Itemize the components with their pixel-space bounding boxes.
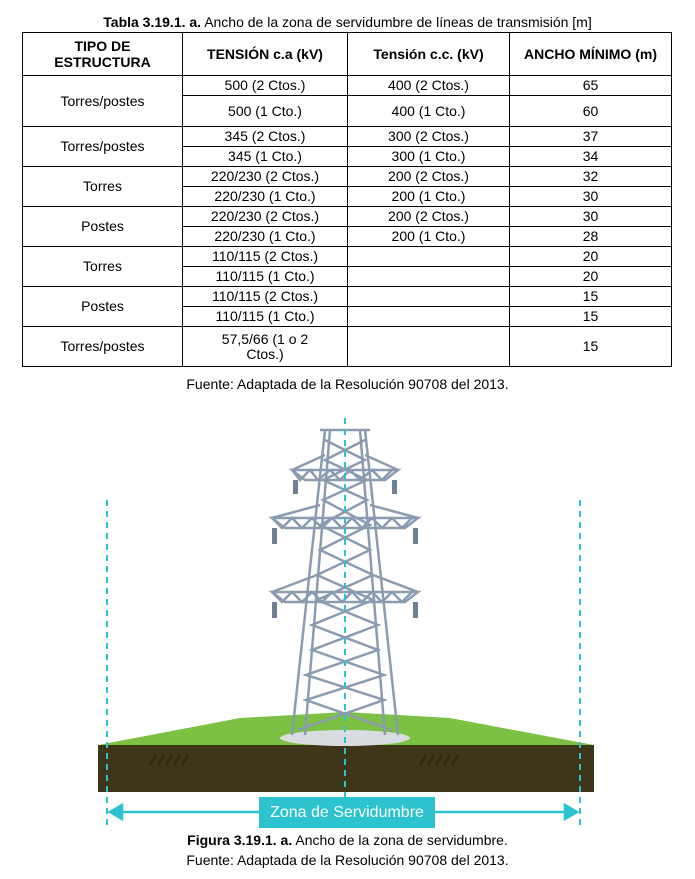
table-row: 345 (1 Cto.) 300 (1 Cto.) 34 xyxy=(23,146,672,167)
ac-voltage: 500 (1 Cto.) xyxy=(182,95,348,127)
table-row: Torres 220/230 (2 Ctos.) 200 (2 Ctos.) 32 xyxy=(22,166,672,207)
table-row: 110/115 (1 Cto.) 15 xyxy=(23,306,672,327)
ac-voltage: 500 (2 Ctos.) xyxy=(182,75,348,96)
dc-voltage: 200 (2 Ctos.) xyxy=(347,166,510,187)
table-row: Torres/postes 57,5/66 (1 o 2 Ctos.) 15 xyxy=(22,326,672,367)
dc-voltage xyxy=(347,286,510,307)
structure-type: Torres xyxy=(22,166,183,207)
structure-type: Postes xyxy=(22,206,183,247)
ac-voltage: 345 (1 Cto.) xyxy=(182,146,348,167)
structure-type: Torres xyxy=(22,246,183,287)
ac-voltage: 110/115 (2 Ctos.) xyxy=(182,286,348,307)
ac-voltage: 220/230 (1 Cto.) xyxy=(182,226,348,247)
structure-type: Postes xyxy=(22,286,183,327)
figure-source: Fuente: Adaptada de la Resolución 90708 … xyxy=(186,852,509,868)
table-source: Fuente: Adaptada de la Resolución 90708 … xyxy=(186,376,509,392)
zone-limits xyxy=(106,418,581,828)
zone-label-box xyxy=(259,797,435,828)
min-width: 32 xyxy=(509,166,672,187)
zone-label: Zona de Servidumbre xyxy=(270,804,424,821)
ac-voltage: 220/230 (2 Ctos.) xyxy=(182,206,348,227)
dc-voltage: 300 (2 Ctos.) xyxy=(347,126,510,147)
table-row: Torres/postes 500 (2 Ctos.) 400 (2 Ctos.) 6… xyxy=(22,75,672,127)
dc-voltage: 200 (1 Cto.) xyxy=(347,186,510,207)
dc-voltage: 200 (2 Ctos.) xyxy=(347,206,510,227)
dc-voltage xyxy=(347,266,510,287)
table-row: 110/115 (1 Cto.) 20 xyxy=(23,266,672,287)
header-cell: Tensión c.c. (kV) xyxy=(347,32,510,76)
dc-voltage xyxy=(347,326,510,367)
header-cell: ANCHO MÍNIMO (m) xyxy=(509,32,672,76)
min-width: 37 xyxy=(509,126,672,147)
table-row: Postes 220/230 (2 Ctos.) 200 (2 Ctos.) 30 xyxy=(22,206,672,247)
dc-voltage: 300 (1 Cto.) xyxy=(347,146,510,167)
ac-voltage: 57,5/66 (1 o 2 Ctos.) xyxy=(182,326,348,367)
ac-voltage: 220/230 (2 Ctos.) xyxy=(182,166,348,187)
caption-label: Tabla 3.19.1. a. xyxy=(103,14,202,30)
ac-voltage: 220/230 (1 Cto.) xyxy=(182,186,348,207)
min-width: 60 xyxy=(509,95,672,127)
table-body: Torres/postes 500 (2 Ctos.) 400 (2 Ctos.) 6… xyxy=(22,75,672,367)
tower xyxy=(268,428,422,736)
min-width: 65 xyxy=(509,75,672,96)
ac-voltage: 110/115 (1 Cto.) xyxy=(182,306,348,327)
min-width: 20 xyxy=(509,246,672,267)
min-width: 15 xyxy=(509,286,672,307)
structure-type: Torres/postes xyxy=(22,126,183,167)
min-width: 20 xyxy=(509,266,672,287)
table-row: 500 (1 Cto.) 400 (1 Cto.) 60 xyxy=(23,95,672,127)
caption-text: Ancho de la zona de servidumbre de línea… xyxy=(204,14,592,30)
ac-voltage: 110/115 (2 Ctos.) xyxy=(182,246,348,267)
min-width: 15 xyxy=(509,326,672,367)
table-row: Postes 110/115 (2 Ctos.) 15 xyxy=(22,286,672,327)
table-row: Torres/postes 345 (2 Ctos.) 300 (2 Ctos.) 3… xyxy=(22,126,672,167)
table-caption: Tabla 3.19.1. a. Ancho de la zona de ser… xyxy=(0,14,695,30)
header-cell: TENSIÓN c.a (kV) xyxy=(182,32,348,76)
table-row: Torres 110/115 (2 Ctos.) 20 xyxy=(22,246,672,287)
insulators xyxy=(272,480,418,618)
ac-voltage: 345 (2 Ctos.) xyxy=(182,126,348,147)
min-width: 34 xyxy=(509,146,672,167)
dc-voltage: 200 (1 Cto.) xyxy=(347,226,510,247)
figure: Zona de Servidumbre xyxy=(98,418,594,828)
dc-voltage xyxy=(347,246,510,267)
structure-type: Torres/postes xyxy=(22,75,183,127)
dc-voltage xyxy=(347,306,510,327)
ac-voltage: 110/115 (1 Cto.) xyxy=(182,266,348,287)
caption-label: Figura 3.19.1. a. xyxy=(187,832,293,848)
min-width: 30 xyxy=(509,186,672,207)
soil-hatch xyxy=(149,754,459,766)
min-width: 15 xyxy=(509,306,672,327)
min-width: 30 xyxy=(509,206,672,227)
header-row: TIPO DE ESTRUCTURA TENSIÓN c.a (kV) Tensió… xyxy=(22,32,672,76)
structure-type: Torres/postes xyxy=(22,326,183,367)
table: TIPO DE ESTRUCTURA TENSIÓN c.a (kV) Tensió… xyxy=(22,32,672,367)
dc-voltage: 400 (1 Cto.) xyxy=(347,95,510,127)
caption-text: Ancho de la zona de servidumbre. xyxy=(295,832,508,848)
figure-caption: Figura 3.19.1. a. Ancho de la zona de se… xyxy=(0,832,695,848)
header-cell: TIPO DE ESTRUCTURA xyxy=(22,32,183,76)
min-width: 28 xyxy=(509,226,672,247)
table-row: 220/230 (1 Cto.) 200 (1 Cto.) 30 xyxy=(23,186,672,207)
dc-voltage: 400 (2 Ctos.) xyxy=(347,75,510,96)
